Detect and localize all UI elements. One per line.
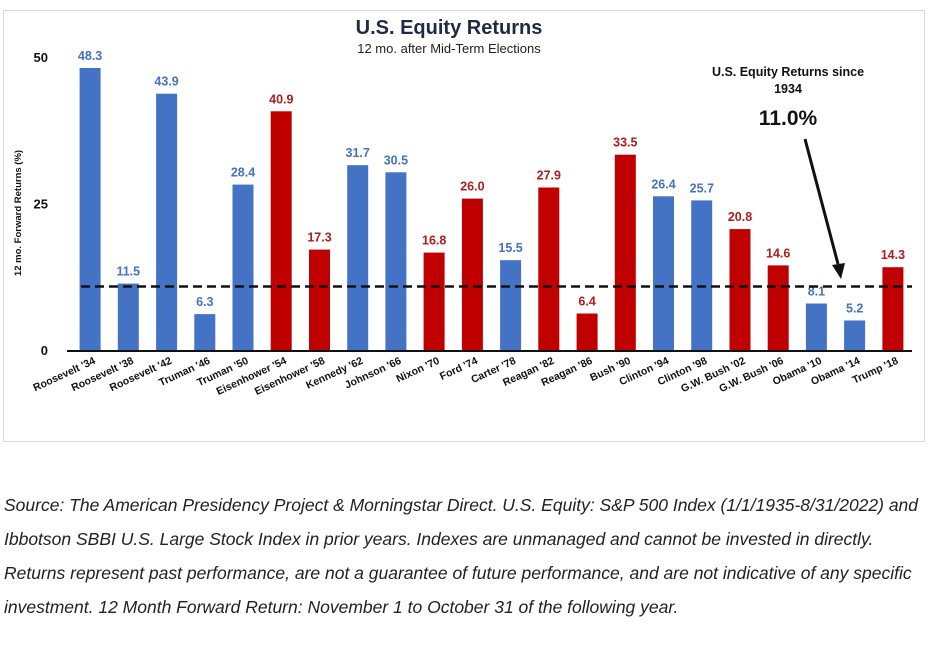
data-labels: 48.3 11.5 43.9 6.3 28.4 40.9 17.3 31.7 30.5 16.8 2… xyxy=(78,49,905,316)
data-label: 40.9 xyxy=(269,92,293,106)
bar-republican xyxy=(767,265,789,351)
bar-democrat xyxy=(117,283,139,351)
data-label: 15.5 xyxy=(498,241,522,255)
annotation-heading: U.S. Equity Returns since xyxy=(712,65,864,79)
bar-republican xyxy=(461,198,483,351)
data-label: 28.4 xyxy=(231,166,255,180)
bar-republican xyxy=(729,229,751,351)
annotation-heading-year: 1934 xyxy=(774,82,802,96)
data-label: 31.7 xyxy=(346,146,370,160)
data-label: 17.3 xyxy=(307,231,331,245)
y-tick-label: 50 xyxy=(34,50,48,65)
y-tick-label: 0 xyxy=(41,343,48,358)
data-label: 30.5 xyxy=(384,153,408,167)
data-label: 26.0 xyxy=(460,180,484,194)
bar-chart: U.S. Equity Returns 12 mo. after Mid-Ter… xyxy=(13,17,912,398)
bar-democrat xyxy=(79,68,101,351)
data-label: 48.3 xyxy=(78,49,102,63)
bar-republican xyxy=(423,252,445,351)
bar-republican xyxy=(576,313,598,351)
data-label: 14.3 xyxy=(881,248,905,262)
data-label: 43.9 xyxy=(154,75,178,89)
source-note: Source: The American Presidency Project … xyxy=(4,495,919,617)
chart-frame: U.S. Equity Returns 12 mo. after Mid-Ter… xyxy=(3,10,925,442)
bar-democrat xyxy=(232,184,254,351)
y-axis-label: 12 mo. Forward Returns (%) xyxy=(13,150,24,276)
bar-democrat xyxy=(156,93,178,351)
data-label: 8.1 xyxy=(808,285,825,299)
x-tick-label: Nixon '70 xyxy=(394,355,441,385)
data-label: 6.3 xyxy=(196,295,213,309)
annotation-arrow xyxy=(803,138,845,279)
annotation-value: 11.0% xyxy=(759,107,818,130)
bar-democrat xyxy=(691,200,713,351)
bar-democrat xyxy=(500,260,522,351)
bar-democrat xyxy=(653,196,674,351)
y-axis: 0 25 50 xyxy=(34,50,48,358)
data-label: 26.4 xyxy=(651,177,675,191)
data-label: 16.8 xyxy=(422,234,446,248)
data-label: 6.4 xyxy=(578,295,595,309)
bar-democrat xyxy=(347,165,369,351)
bar-republican xyxy=(309,249,330,351)
y-tick-label: 25 xyxy=(34,197,48,212)
bar-democrat xyxy=(385,172,407,351)
bar-republican xyxy=(614,154,636,351)
bars xyxy=(79,68,904,351)
data-label: 14.6 xyxy=(766,246,790,260)
bar-republican xyxy=(538,187,560,351)
data-label: 27.9 xyxy=(537,169,561,183)
bar-republican xyxy=(882,267,904,351)
data-label: 11.5 xyxy=(116,265,140,279)
data-label: 5.2 xyxy=(846,302,863,316)
bar-democrat xyxy=(805,303,827,351)
bar-republican xyxy=(270,111,292,351)
bar-democrat xyxy=(844,320,866,351)
data-label: 20.8 xyxy=(728,210,752,224)
data-label: 25.7 xyxy=(690,181,714,195)
bar-democrat xyxy=(194,314,216,351)
chart-subtitle: 12 mo. after Mid-Term Elections xyxy=(357,41,541,56)
data-label: 33.5 xyxy=(613,136,637,150)
chart-title: U.S. Equity Returns xyxy=(356,17,543,39)
